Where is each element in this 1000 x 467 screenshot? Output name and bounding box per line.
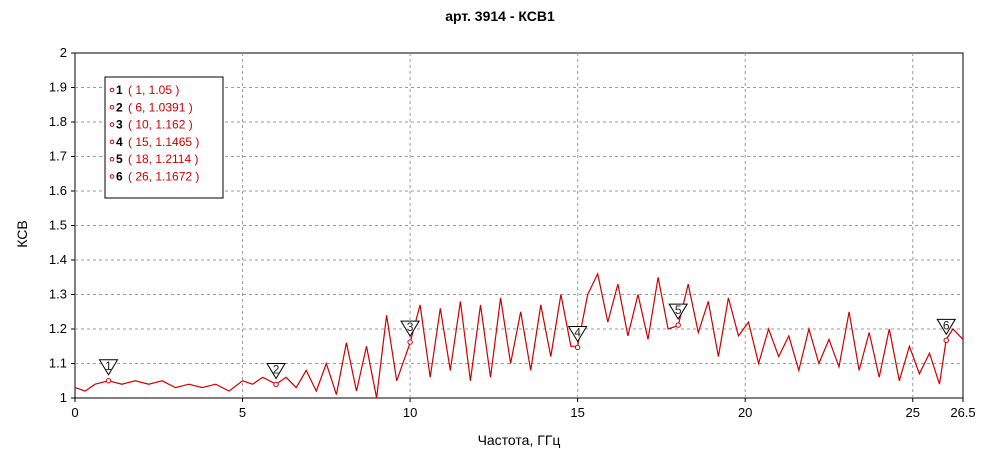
legend-number: 1 [116,83,123,97]
legend-number: 2 [116,100,123,114]
x-tick-label: 26.5 [950,405,975,420]
marker-point [273,381,279,388]
y-tick-label: 1.4 [49,252,67,267]
marker-triangle [266,363,286,380]
y-tick-label: 1.8 [49,114,67,129]
legend-marker [109,122,115,127]
legend-number: 4 [116,135,123,149]
marker-label: 1 [105,359,112,373]
y-tick-label: 1.6 [49,183,67,198]
vswr-series-line [74,271,964,399]
legend-entry-text: ( 26, 1.1672 ) [128,170,199,184]
x-axis-label: Частота, ГГц [477,432,561,448]
x-tick-label: 15 [570,405,584,420]
marker-triangle [567,325,588,343]
marker-point [675,322,681,328]
marker-point [407,339,413,345]
legend-marker [109,105,115,110]
legend-number: 6 [116,170,123,184]
legend-box [104,76,224,199]
marker-triangle [668,303,689,321]
x-tick-label: 0 [71,405,78,420]
legend-entry-text: ( 6, 1.0391 ) [128,100,193,114]
legend-marker [109,87,115,93]
legend-number: 5 [116,152,123,166]
x-tick-label: 5 [239,405,246,420]
legend-marker [109,156,115,162]
y-tick-label: 1.2 [49,321,67,336]
y-tick-label: 1.1 [49,356,67,371]
marker-triangle [400,320,420,338]
marker-label: 4 [574,325,581,339]
marker-point [105,378,112,384]
y-tick-label: 2 [60,45,67,60]
legend-entry-text: ( 15, 1.1465 ) [128,135,199,149]
y-tick-label: 1.9 [49,80,67,95]
legend-entry-text: ( 10, 1.162 ) [128,118,193,132]
marker-triangle [936,318,957,336]
legend-number: 3 [116,118,123,132]
marker-point [943,337,949,344]
marker-label: 5 [675,303,682,317]
x-tick-label: 25 [906,405,920,420]
marker-point [574,344,581,351]
legend-marker [109,174,115,179]
y-tick-label: 1.5 [49,218,67,233]
marker-label: 2 [273,363,280,377]
legend-entry-text: ( 1, 1.05 ) [128,83,179,97]
marker-label: 3 [407,320,414,334]
legend-marker [109,139,115,145]
y-tick-label: 1.7 [49,149,67,164]
y-tick-label: 1.3 [49,287,67,302]
marker-triangle [98,359,119,376]
x-tick-label: 20 [738,405,752,420]
x-tick-label: 10 [403,405,417,420]
chart-title: арт. 3914 - КСВ1 [445,8,555,24]
legend-entry-text: ( 18, 1.2114 ) [128,152,199,166]
marker-label: 6 [943,318,950,332]
y-tick-label: 1 [60,390,67,405]
